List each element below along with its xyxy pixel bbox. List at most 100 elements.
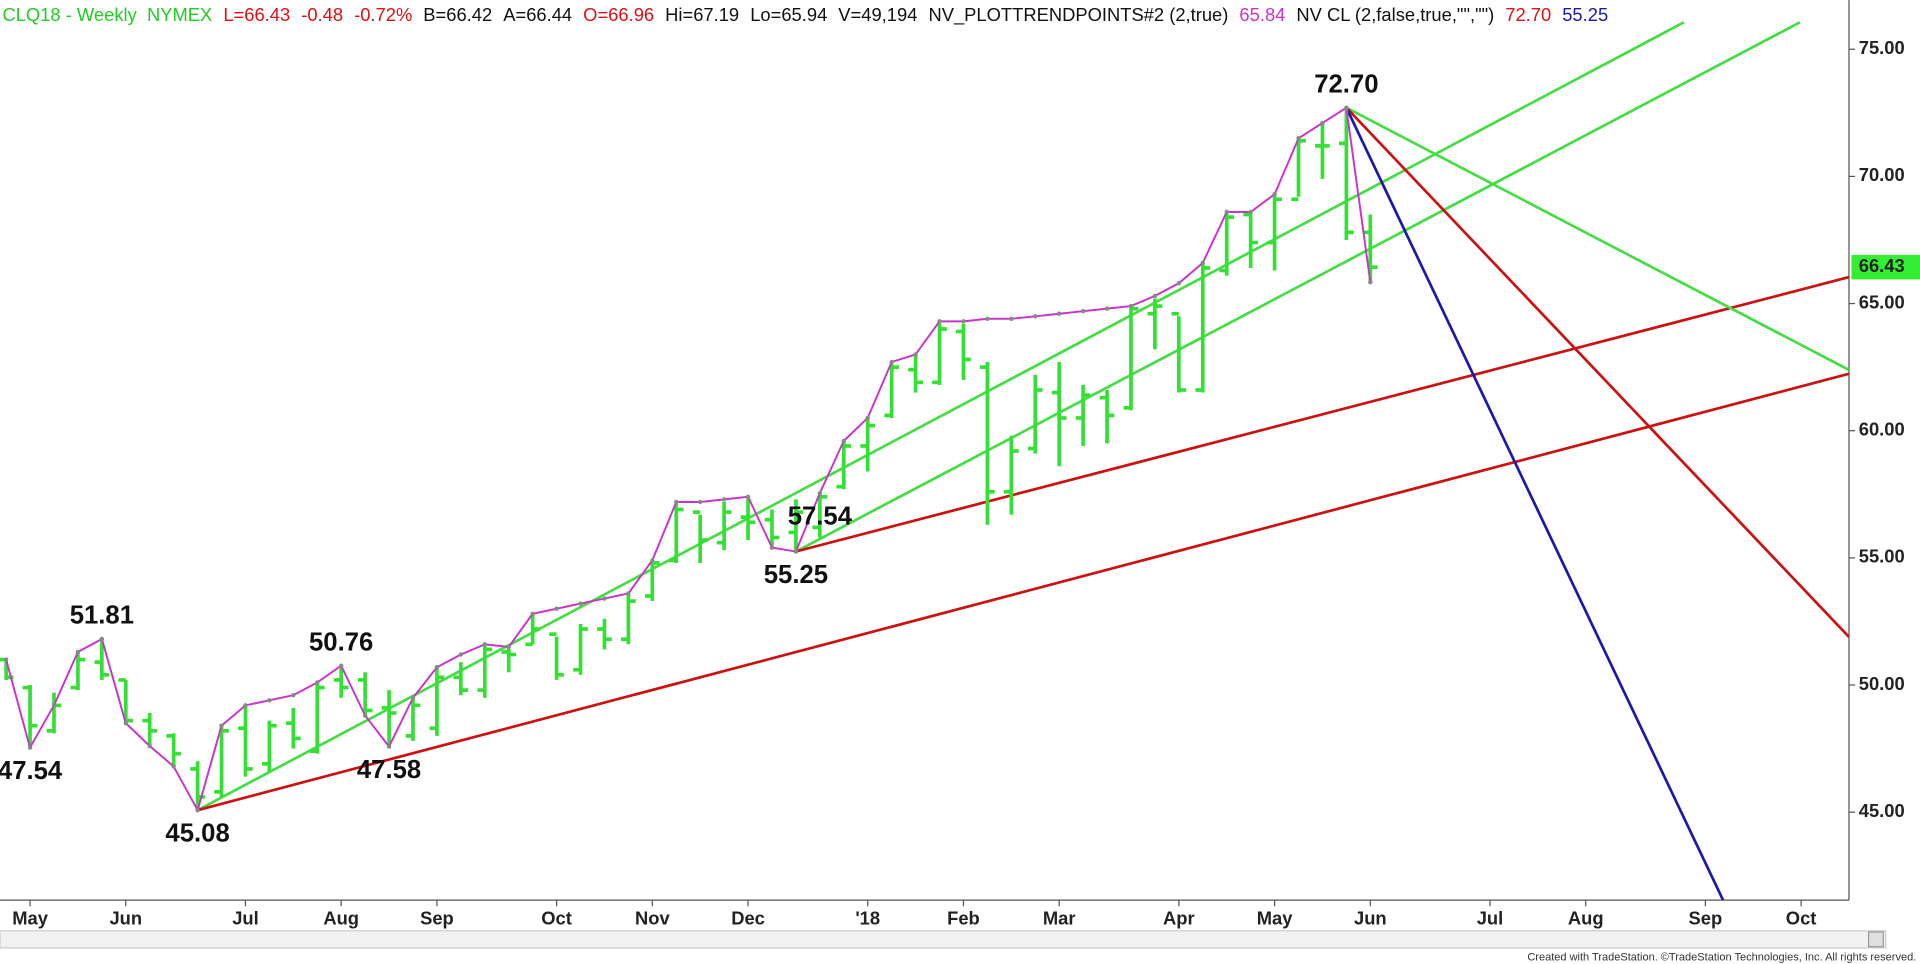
header-item: 55.25 [1562,4,1608,25]
y-tick-label: 55.00 [1859,546,1905,567]
y-tick-label: 75.00 [1859,37,1905,58]
y-tick-label: 45.00 [1859,800,1905,821]
trendline [1345,106,1849,638]
pivot-label: 47.54 [0,757,63,785]
last-price-box [1851,254,1920,280]
x-tick-label: Jul [232,908,259,929]
trend-point [769,545,775,550]
trend-point [1272,191,1277,197]
trend-point [123,720,128,726]
trend-point [554,606,559,611]
trend-point [195,807,200,813]
header-item: -0.72% [354,4,412,25]
header-item: Hi=67.19 [665,4,739,25]
trend-point [506,644,511,650]
header-item: L=66.43 [223,4,290,25]
trend-point [291,692,296,698]
trend-point [1104,306,1110,311]
x-tick-label: Aug [323,908,359,929]
trend-point [985,316,990,322]
header: CLQ18 - Weekly NYMEX L=66.43 -0.48 -0.72% B=… [2,4,1608,26]
pivot-label: 51.81 [70,602,134,630]
trend-point [650,558,655,563]
footer: Created with TradeStation. ©TradeStation… [1527,952,1916,964]
x-tick-label: Jun [109,908,142,929]
trend-point [841,438,846,444]
trend-point [745,494,751,500]
trend-point [338,663,344,668]
trend-point [530,611,535,617]
header-item: O=66.96 [583,4,654,25]
x-tick-label: Sep [420,908,454,929]
x-tick-label: Jun [1354,908,1387,929]
x-tick-label: Mar [1043,908,1076,929]
x-tick-label: Feb [947,908,980,929]
x-tick-label: Dec [731,908,765,929]
trend-point [889,359,894,365]
trend-point [1200,260,1205,266]
trend-point [961,319,966,324]
pivot-label: 55.25 [764,561,828,589]
trend-point [1152,293,1158,299]
header-item: NV CL (2,false,true,"","") [1296,4,1494,25]
last-price-label: 66.43 [1859,255,1905,276]
trend-point [315,680,320,685]
trend-point [147,743,152,749]
trend-point [1080,308,1086,314]
header-item: Lo=65.94 [750,4,827,25]
x-tick-label: May [1257,908,1294,929]
trend-point [1296,136,1301,141]
pivot-label: 47.58 [357,756,421,784]
y-tick-label: 60.00 [1859,419,1905,440]
trend-point [1128,303,1134,309]
trend-point [3,657,9,662]
scroll-thumb[interactable] [1867,931,1884,948]
trendline [795,275,1849,553]
pivot-label: 57.54 [788,503,853,531]
scrollbar[interactable] [0,930,1887,949]
header-item: NV_PLOTTRENDPOINTS#2 (2,true) [928,4,1228,26]
y-tick-label: 50.00 [1859,673,1905,694]
trend-point [386,744,392,749]
trend-point [626,591,631,596]
trend-point [434,665,440,670]
trendline [1345,106,1849,372]
trend-point [1224,209,1229,215]
trend-point [99,636,105,642]
pivot-label: 50.76 [309,628,373,656]
trend-point [27,745,33,750]
trend-point [697,499,703,505]
y-tick-label: 65.00 [1859,291,1905,312]
pivot-label: 72.70 [1314,70,1378,98]
trend-point [865,415,870,421]
trend-point [1320,120,1325,126]
header-item: A=66.44 [503,4,572,25]
trend-point [362,713,368,718]
header-item: CLQ18 - Weekly NYMEX [2,4,212,25]
trend-point [243,703,248,708]
header-item: 65.84 [1239,4,1285,25]
header-item: V=49,194 [838,4,917,25]
trend-point [1056,311,1062,316]
trendline [795,21,1801,553]
x-tick-label: '18 [855,908,880,929]
trend-point [1248,209,1253,215]
trend-point [721,497,727,502]
trend-point [913,352,918,357]
trend-line [5,106,1372,813]
trend-point [219,723,224,728]
trend-point [602,596,607,601]
x-tick-label: Aug [1568,908,1604,929]
y-tick-label: 70.00 [1859,164,1905,185]
trend-point [1176,281,1182,286]
trend-point [51,703,57,708]
trend-point [458,652,464,657]
header-item: -0.48 [301,4,343,25]
x-tick-label: Jul [1477,908,1504,929]
x-tick-label: Sep [1689,908,1723,929]
trend-point [171,764,176,769]
header-item: 72.70 [1505,4,1551,25]
trend-point [578,601,583,606]
